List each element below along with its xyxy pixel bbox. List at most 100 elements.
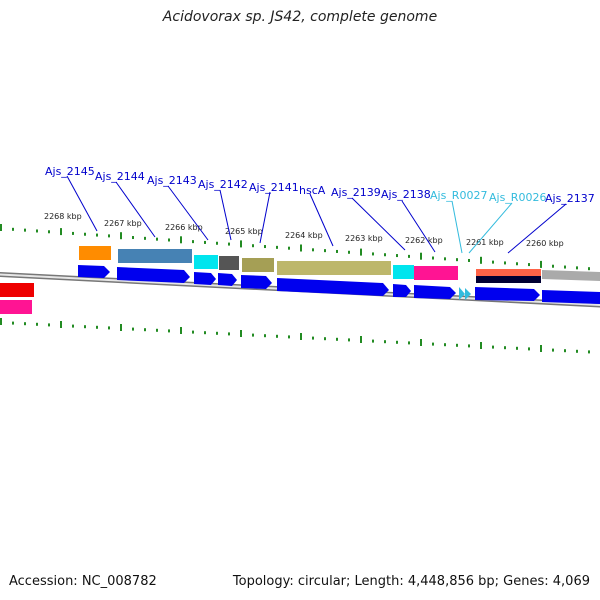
tick-mark bbox=[24, 228, 26, 232]
tick-mark bbox=[60, 228, 62, 236]
gene-label[interactable]: Ajs_R0026 bbox=[489, 191, 546, 204]
cog-box[interactable] bbox=[194, 255, 218, 269]
tick-mark bbox=[132, 236, 134, 240]
tick-mark bbox=[216, 241, 218, 245]
tick-mark bbox=[84, 232, 86, 236]
tick-mark bbox=[360, 248, 362, 256]
tick-mark bbox=[132, 327, 134, 331]
tick-mark bbox=[156, 237, 158, 241]
tick-mark bbox=[576, 266, 578, 270]
label-leader-lines bbox=[66, 175, 567, 254]
tick-mark bbox=[120, 232, 122, 240]
tick-mark bbox=[384, 253, 386, 257]
tick-mark bbox=[144, 328, 146, 332]
tick-mark bbox=[504, 346, 506, 350]
tick-mark bbox=[24, 322, 26, 326]
tick-mark bbox=[360, 336, 362, 343]
tick-mark bbox=[96, 325, 98, 329]
cog-box[interactable] bbox=[0, 300, 32, 314]
tick-mark bbox=[480, 342, 482, 349]
kbp-label: 2261 kbp bbox=[466, 238, 504, 247]
tick-mark bbox=[0, 318, 2, 325]
cog-box[interactable] bbox=[79, 246, 111, 260]
tick-mark bbox=[540, 345, 542, 352]
tick-mark bbox=[216, 331, 218, 335]
gene-arrow[interactable] bbox=[218, 273, 237, 286]
rna-arrow[interactable] bbox=[459, 287, 465, 300]
gene-arrow[interactable] bbox=[393, 284, 411, 297]
tick-mark bbox=[564, 349, 566, 353]
tick-mark bbox=[168, 238, 170, 242]
tick-mark bbox=[96, 233, 98, 237]
tick-mark bbox=[456, 258, 458, 262]
tick-mark bbox=[456, 343, 458, 347]
tick-mark bbox=[408, 341, 410, 345]
tick-mark bbox=[384, 340, 386, 344]
topology-text: Topology: circular; Length: 4,448,856 bp… bbox=[232, 574, 590, 589]
gene-label[interactable]: Ajs_R0027 bbox=[430, 189, 487, 202]
gene-label[interactable]: Ajs_2139 bbox=[331, 186, 381, 199]
tick-mark bbox=[204, 240, 206, 244]
tick-mark bbox=[528, 347, 530, 351]
tick-mark bbox=[252, 333, 254, 337]
tick-mark bbox=[144, 236, 146, 240]
cog-box[interactable] bbox=[0, 283, 34, 297]
feature-strip-gray bbox=[542, 270, 600, 281]
tick-mark bbox=[120, 324, 122, 331]
tick-mark bbox=[324, 249, 326, 253]
gene-label[interactable]: hscA bbox=[299, 184, 326, 197]
tick-mark bbox=[552, 264, 554, 268]
gene-label[interactable]: Ajs_2141 bbox=[249, 181, 299, 194]
cog-box[interactable] bbox=[476, 276, 541, 283]
tick-mark bbox=[204, 331, 206, 335]
tick-mark bbox=[504, 261, 506, 265]
gene-arrow[interactable] bbox=[414, 285, 456, 299]
gene-label[interactable]: Ajs_2145 bbox=[45, 165, 95, 178]
cog-box[interactable] bbox=[219, 256, 239, 270]
tick-mark bbox=[540, 260, 542, 268]
cog-box[interactable] bbox=[393, 265, 414, 279]
gene-arrow[interactable] bbox=[277, 278, 389, 296]
gene-label-group: Ajs_2145 Ajs_2144 Ajs_2143 Ajs_2142 Ajs_… bbox=[45, 165, 595, 205]
gene-arrow[interactable] bbox=[241, 275, 272, 289]
cog-box[interactable] bbox=[277, 261, 391, 275]
tick-mark bbox=[60, 321, 62, 328]
gene-label[interactable]: Ajs_2144 bbox=[95, 170, 145, 183]
cog-box[interactable] bbox=[414, 266, 458, 280]
tick-mark bbox=[72, 324, 74, 328]
tick-mark bbox=[240, 240, 242, 248]
tick-mark bbox=[348, 250, 350, 254]
tick-mark bbox=[48, 230, 50, 234]
cog-box[interactable] bbox=[476, 269, 541, 276]
gene-label[interactable]: Ajs_2138 bbox=[381, 188, 431, 201]
gene-arrow[interactable] bbox=[78, 265, 110, 278]
tick-mark bbox=[48, 323, 50, 327]
gene-arrow[interactable] bbox=[542, 290, 600, 304]
tick-mark bbox=[156, 328, 158, 332]
tick-mark bbox=[408, 254, 410, 258]
tick-mark bbox=[420, 339, 422, 346]
gene-label[interactable]: Ajs_2142 bbox=[198, 178, 248, 191]
gene-label[interactable]: Ajs_2143 bbox=[147, 174, 197, 187]
cog-box[interactable] bbox=[242, 258, 274, 272]
tick-mark bbox=[108, 326, 110, 330]
cog-box[interactable] bbox=[118, 249, 192, 263]
rna-arrow[interactable] bbox=[465, 288, 471, 300]
gene-arrow[interactable] bbox=[475, 287, 540, 301]
tick-mark bbox=[180, 327, 182, 334]
tick-mark bbox=[288, 335, 290, 339]
tick-mark bbox=[276, 334, 278, 338]
tick-mark bbox=[468, 258, 470, 262]
gene-arrow[interactable] bbox=[117, 267, 190, 283]
gene-arrow[interactable] bbox=[194, 272, 216, 285]
tick-mark bbox=[576, 349, 578, 353]
tick-mark bbox=[192, 240, 194, 244]
tick-mark bbox=[228, 332, 230, 336]
tick-mark bbox=[396, 254, 398, 258]
tick-mark bbox=[264, 245, 266, 249]
cog-track bbox=[0, 246, 541, 314]
tick-mark bbox=[564, 265, 566, 269]
gene-label[interactable]: Ajs_2137 bbox=[545, 192, 595, 205]
tick-mark bbox=[36, 322, 38, 326]
